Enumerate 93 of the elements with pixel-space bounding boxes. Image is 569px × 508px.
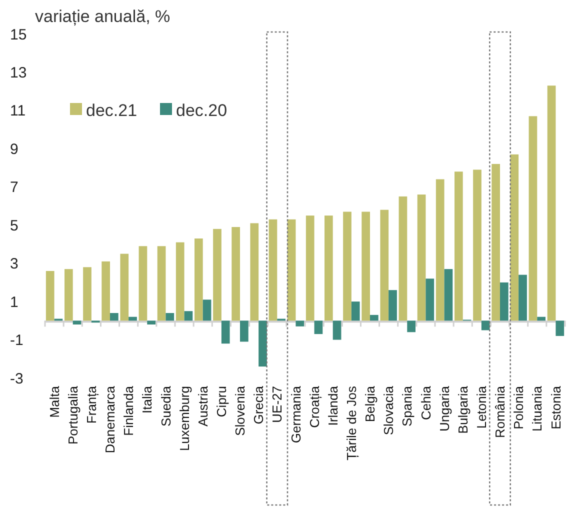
y-tick-label: 7: [10, 179, 18, 196]
x-tick-label: Austria: [195, 385, 210, 426]
bar: [481, 320, 490, 330]
x-tick-label: Spania: [400, 385, 415, 426]
x-tick-label: Italia: [140, 385, 155, 414]
bar: [138, 246, 148, 321]
y-tick-label: 11: [10, 102, 26, 120]
legend-label: dec.20: [176, 100, 228, 120]
bar: [444, 269, 453, 321]
y-tick-label: 9: [10, 140, 18, 158]
bar: [388, 290, 397, 321]
x-tick-label: Cipru: [214, 386, 229, 418]
bar: [287, 219, 296, 321]
y-tick-label: 15: [10, 26, 27, 44]
bar: [324, 216, 333, 321]
x-tick-label: Belgia: [362, 385, 378, 422]
bar: [194, 238, 203, 321]
x-tick-label: Irlanda: [325, 385, 340, 426]
bar: [72, 320, 82, 324]
bar: [362, 212, 370, 321]
bar: [213, 228, 222, 321]
x-tick-label: Bulgaria: [455, 385, 470, 434]
x-tick-label: Croația: [306, 385, 322, 428]
x-tick-label: Franța: [84, 385, 99, 424]
bar: [83, 267, 92, 321]
y-tick-label: 5: [10, 217, 18, 234]
y-tick-label: -3: [10, 370, 24, 388]
x-tick-label: Germania: [288, 385, 304, 444]
bar: [240, 320, 248, 342]
x-tick-label: România: [492, 385, 508, 438]
x-tick-label: UE-27: [270, 386, 285, 423]
x-tick-label: Letonia: [474, 385, 489, 429]
x-tick-label: Portugalia: [65, 385, 80, 445]
bar: [407, 320, 416, 332]
bar: [296, 320, 304, 326]
bar: [351, 302, 360, 321]
bar: [250, 223, 259, 321]
bar: [166, 313, 174, 321]
bar: [176, 242, 184, 321]
y-tick-label: 1: [10, 294, 18, 311]
bar: [46, 270, 54, 321]
x-tick-label: Țările de Jos: [344, 386, 359, 460]
y-axis-title: variație anuală, %: [35, 7, 170, 26]
x-tick-label: Polonia: [511, 385, 526, 430]
bar: [306, 216, 314, 321]
x-tick-label: Finlanda: [121, 385, 136, 436]
bar: [436, 179, 444, 321]
bar: [500, 282, 508, 321]
bar: [128, 316, 137, 321]
x-tick-label: Danemarca: [102, 385, 118, 454]
x-tick-label: Ungaria: [436, 385, 452, 432]
bar: [64, 269, 73, 321]
bar: [184, 311, 193, 321]
bar: [454, 172, 463, 321]
bar: [547, 86, 556, 321]
x-tick-label: Suedia: [158, 385, 174, 426]
bar: [398, 196, 408, 321]
bar: [232, 227, 240, 321]
bar: [110, 313, 118, 321]
bar: [343, 212, 352, 321]
bar: [537, 316, 546, 321]
bar: [426, 278, 434, 321]
bar: [120, 254, 129, 321]
bar: [492, 164, 500, 321]
bar: [380, 210, 389, 321]
bar: [417, 194, 426, 321]
bar: [556, 320, 564, 336]
x-tick-label: Cehia: [418, 385, 434, 420]
x-tick-label: Estonia: [548, 385, 564, 430]
bar: [102, 261, 110, 321]
x-tick-label: Lituania: [530, 385, 545, 432]
bar: [473, 170, 482, 321]
bar: [314, 320, 323, 334]
bar: [157, 246, 166, 321]
bar: [221, 320, 230, 344]
bar: [528, 116, 538, 321]
x-tick-label: Luxemburg: [176, 386, 192, 452]
y-tick-label: -1: [10, 332, 24, 350]
bar: [370, 314, 378, 321]
y-tick-label: 13: [10, 64, 27, 82]
x-tick-label: Slovenia: [232, 385, 248, 436]
bar: [268, 219, 278, 321]
bar: [510, 154, 519, 321]
x-tick-label: Grecia: [251, 385, 266, 424]
bar: [332, 320, 342, 340]
bar: [202, 300, 212, 321]
y-tick-label: 3: [10, 256, 18, 273]
legend-label: dec.21: [86, 100, 138, 120]
bar: [258, 320, 267, 367]
x-tick-label: Malta: [46, 385, 62, 418]
bar: [147, 320, 156, 324]
x-tick-label: Slovacia: [381, 385, 396, 436]
bar: [518, 274, 527, 321]
